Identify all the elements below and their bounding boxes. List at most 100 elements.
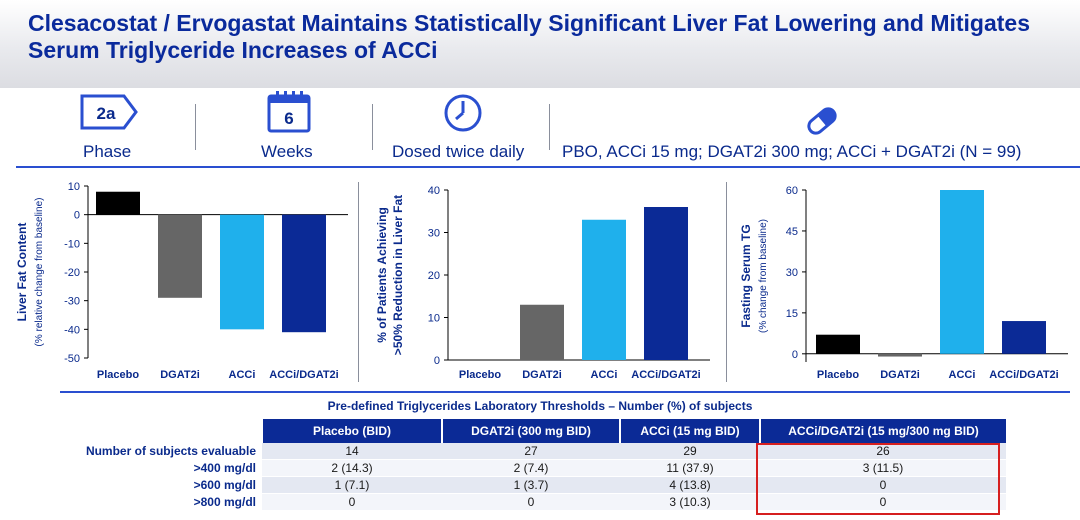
study-info-bar: 2a Phase 6 Weeks Dosed twice daily PBO, …	[0, 90, 1080, 166]
table-cell: 1 (7.1)	[262, 476, 442, 494]
x-tick-label: ACCi	[229, 369, 256, 381]
slide-title: Clesacostat / Ervogastat Maintains Stati…	[28, 10, 1031, 63]
table-cell: 3 (10.3)	[620, 493, 760, 511]
bar-placebo	[816, 334, 860, 354]
bar-acci	[220, 214, 264, 330]
y-axis-title: Fasting Serum TG	[739, 224, 753, 327]
weeks-value: 6	[284, 109, 293, 128]
table-cell: 1 (3.7)	[442, 476, 620, 494]
table-row: >400 mg/dl 2 (14.3) 2 (7.4) 11 (37.9) 3 …	[68, 459, 1006, 477]
divider	[549, 104, 550, 150]
table-cell: 3 (11.5)	[760, 459, 1006, 477]
table-row: >800 mg/dl 0 0 3 (10.3) 0	[68, 493, 1006, 511]
pill-icon	[807, 107, 837, 135]
x-tick-label: Placebo	[459, 369, 501, 381]
y-tick-label: 0	[792, 349, 798, 361]
y-tick-label: 40	[428, 185, 440, 197]
y-tick-label: 30	[786, 267, 798, 279]
row-label: Number of subjects evaluable	[68, 443, 262, 460]
table-header-row: Placebo (BID) DGAT2i (300 mg BID) ACCi (…	[68, 419, 1006, 443]
y-axis-subtitle: (% relative change from baseline)	[34, 198, 45, 347]
liver-fat-chart: 10 0 -10 -20 -30 -40 -50 Placebo DGAT2i ACCi ACCi/…	[0, 178, 356, 386]
phase-value: 2a	[97, 104, 116, 123]
divider	[195, 104, 196, 150]
x-tick-label: Placebo	[817, 369, 859, 381]
divider	[358, 182, 359, 382]
y-tick-label: 0	[74, 210, 80, 222]
y-axis-subtitle: (% change from baseline)	[758, 219, 769, 333]
phase-badge-icon: 2a	[80, 94, 138, 130]
table-cell: 14	[262, 443, 442, 460]
table-cell: 11 (37.9)	[620, 459, 760, 477]
y-tick-label: 10	[428, 313, 440, 325]
x-tick-label: DGAT2i	[160, 369, 200, 381]
row-label: >800 mg/dl	[68, 493, 262, 511]
y-tick-label: 20	[428, 270, 440, 282]
bar-placebo	[458, 360, 502, 361]
bar-acci	[940, 190, 984, 354]
table-header: DGAT2i (300 mg BID)	[441, 419, 620, 443]
patients-50pct-chart: 0 10 20 30 40 Placebo DGAT2i ACCi ACCi/DGAT2i % o…	[360, 178, 722, 386]
y-tick-label: 30	[428, 228, 440, 240]
y-tick-label: 0	[434, 355, 440, 367]
table-cell: 0	[760, 476, 1006, 494]
header-band: Clesacostat / Ervogastat Maintains Stati…	[0, 0, 1080, 88]
bar-dgat2i	[158, 214, 202, 298]
y-tick-label: -50	[64, 353, 80, 365]
divider-line	[60, 391, 1070, 393]
x-tick-label: Placebo	[97, 369, 139, 381]
clock-icon	[444, 94, 482, 132]
divider	[372, 104, 373, 150]
y-tick-label: -10	[64, 238, 80, 250]
table-cell: 2 (7.4)	[442, 459, 620, 477]
y-tick-label: 10	[68, 181, 80, 193]
bar-acci	[582, 219, 626, 360]
divider	[726, 182, 727, 382]
y-tick-label: -20	[64, 267, 80, 279]
table-cell: 0	[262, 493, 442, 511]
row-label: >400 mg/dl	[68, 459, 262, 477]
weeks-label: Weeks	[261, 142, 313, 161]
bar-acci-dgat2i	[644, 207, 688, 360]
table-cell: 2 (14.3)	[262, 459, 442, 477]
fasting-tg-chart: 0 15 30 45 60 Placebo DGAT2i ACCi ACCi/DGAT2i Fas…	[728, 178, 1080, 386]
table-cell: 0	[760, 493, 1006, 511]
row-label: >600 mg/dl	[68, 476, 262, 494]
y-tick-label: -40	[64, 324, 80, 336]
x-tick-label: ACCi/DGAT2i	[989, 369, 1058, 381]
table-cell: 27	[442, 443, 620, 460]
x-tick-label: DGAT2i	[522, 369, 562, 381]
x-tick-label: ACCi/DGAT2i	[631, 369, 700, 381]
table-cell: 29	[620, 443, 760, 460]
table-header: ACCi/DGAT2i (15 mg/300 mg BID)	[759, 419, 1006, 443]
dosing-label: Dosed twice daily	[392, 142, 525, 161]
table-cell: 26	[760, 443, 1006, 460]
table-header: ACCi (15 mg BID)	[619, 419, 760, 443]
table-header: Placebo (BID)	[261, 419, 442, 443]
table-header	[68, 419, 262, 443]
table-title: Pre-defined Triglycerides Laboratory Thr…	[327, 399, 753, 413]
bar-dgat2i	[878, 353, 922, 357]
x-tick-label: ACCi	[949, 369, 976, 381]
y-tick-label: 60	[786, 185, 798, 197]
y-tick-label: 45	[786, 226, 798, 238]
table-row: Number of subjects evaluable 14 27 29 26	[68, 443, 1006, 460]
bar-dgat2i	[520, 304, 564, 360]
x-tick-label: ACCi/DGAT2i	[269, 369, 338, 381]
tg-thresholds-table: Placebo (BID) DGAT2i (300 mg BID) ACCi (…	[68, 419, 1006, 511]
highlight-box	[756, 443, 1000, 515]
bar-acci-dgat2i	[282, 214, 326, 333]
y-axis-title: % of Patients Achieving	[375, 207, 389, 343]
y-axis-title: Liver Fat Content	[15, 223, 29, 322]
treatment-label: PBO, ACCi 15 mg; DGAT2i 300 mg; ACCi + D…	[562, 142, 1022, 161]
x-tick-label: ACCi	[591, 369, 618, 381]
x-tick-label: DGAT2i	[880, 369, 920, 381]
table-row: >600 mg/dl 1 (7.1) 1 (3.7) 4 (13.8) 0	[68, 476, 1006, 494]
phase-label: Phase	[83, 142, 132, 161]
bar-acci-dgat2i	[1002, 321, 1046, 354]
y-axis-subtitle: >50% Reduction in Liver Fat	[391, 195, 405, 355]
y-tick-label: 15	[786, 308, 798, 320]
table-cell: 0	[442, 493, 620, 511]
calendar-icon: 6	[267, 91, 311, 133]
divider-line	[16, 166, 1080, 168]
